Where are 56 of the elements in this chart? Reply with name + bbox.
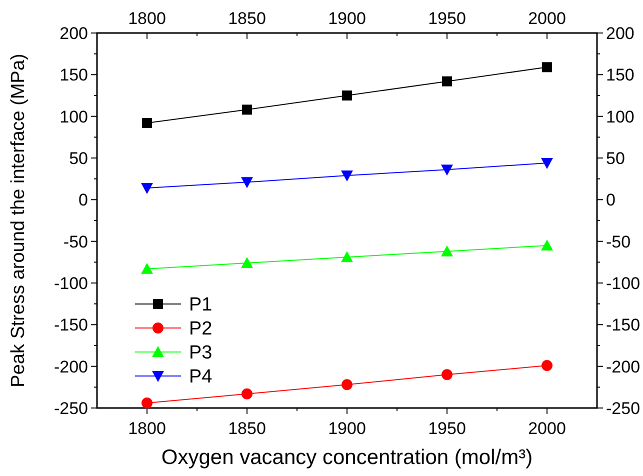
point <box>341 170 353 182</box>
y2-tick-label: 50 <box>606 148 625 168</box>
legend-label: P2 <box>189 318 212 340</box>
point <box>141 183 153 194</box>
y-tick-label: 0 <box>78 190 88 210</box>
y2-tick-label: -250 <box>606 398 640 418</box>
y2-tick-label: -100 <box>606 274 640 293</box>
point <box>542 62 552 72</box>
y-tick-label: 200 <box>60 24 88 43</box>
legend-label: P1 <box>189 294 212 316</box>
y-tick-label: -100 <box>54 274 88 293</box>
y2-tick-label: 150 <box>606 66 634 85</box>
y-tick-label: 100 <box>60 107 88 126</box>
point <box>442 76 452 86</box>
y2-tick-label: -200 <box>606 357 640 376</box>
y2-tick-label: -150 <box>606 316 640 335</box>
x2-tick-label: 1800 <box>128 419 166 438</box>
x-tick-label: 1850 <box>228 9 266 28</box>
y-tick-label: -150 <box>54 316 88 335</box>
point <box>542 360 552 371</box>
x-axis-title: Oxygen vacancy concentration (mol/m³) <box>161 446 533 469</box>
y2-tick-label: 0 <box>606 190 616 210</box>
point <box>142 398 152 408</box>
point <box>242 104 252 115</box>
point <box>241 177 253 188</box>
point <box>441 164 453 176</box>
x2-tick-label: 2000 <box>528 419 566 438</box>
point <box>342 90 352 100</box>
x-tick-label: 1900 <box>328 9 366 28</box>
x-tick-label: 1950 <box>428 9 466 28</box>
point <box>342 379 352 390</box>
x-tick-label: 1800 <box>128 9 166 28</box>
y-tick-label: 150 <box>60 66 88 85</box>
y2-tick-label: -50 <box>606 232 631 252</box>
legend-label: P4 <box>189 366 213 388</box>
y-tick-label: -200 <box>54 357 88 376</box>
x-tick-label: 2000 <box>528 9 566 28</box>
point <box>142 118 152 128</box>
y-tick-label: 50 <box>69 148 88 168</box>
point <box>341 251 353 262</box>
point <box>141 262 153 274</box>
y-tick-label: -250 <box>54 398 88 418</box>
y-axis-title: Peak Stress around the interface (MPa) <box>8 54 29 388</box>
point <box>442 369 452 380</box>
point <box>241 257 253 268</box>
y-tick-label: -50 <box>63 232 88 252</box>
legend-label: P3 <box>189 342 212 364</box>
point <box>541 240 553 250</box>
y2-tick-label: 200 <box>606 24 634 43</box>
x2-tick-label: 1900 <box>328 419 366 438</box>
x2-tick-label: 1850 <box>228 419 266 438</box>
point <box>441 245 453 256</box>
point <box>541 158 553 169</box>
x2-tick-label: 1950 <box>428 419 466 438</box>
point <box>242 388 252 400</box>
y2-tick-label: 100 <box>606 107 634 126</box>
